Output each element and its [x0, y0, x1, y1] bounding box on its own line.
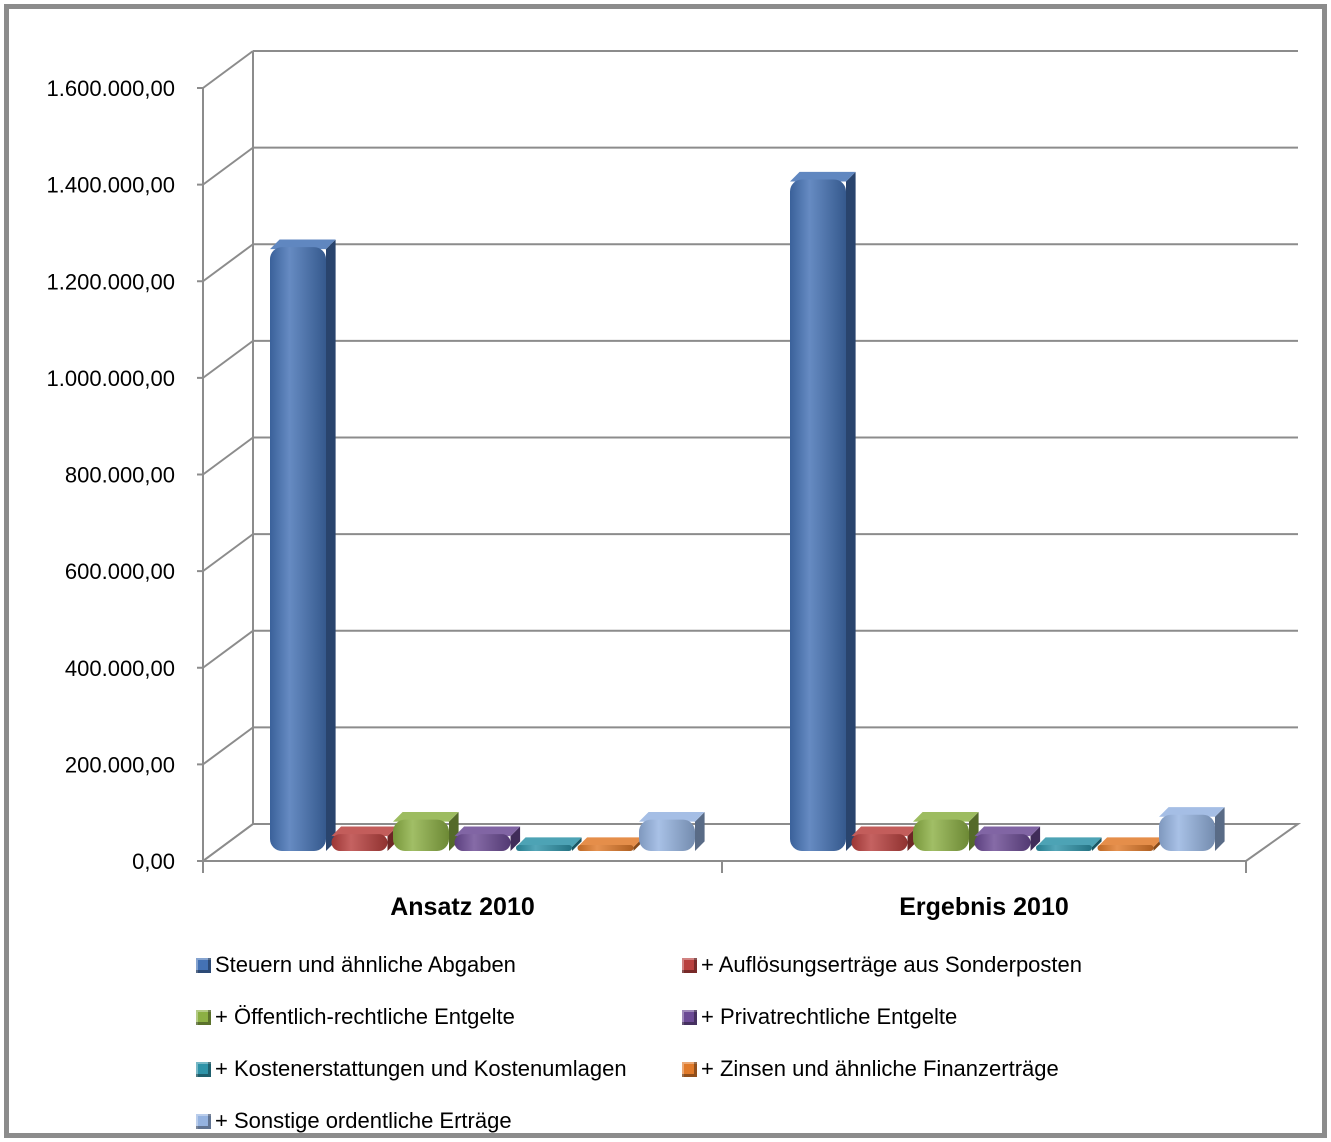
- category-label: Ansatz 2010: [390, 893, 535, 921]
- y-tick-label: 1.000.000,00: [47, 366, 175, 391]
- y-tick-label: 400.000,00: [65, 656, 175, 681]
- legend-item: + Auflösungserträge aus Sonderposten: [682, 952, 1082, 978]
- y-tick-label: 1.600.000,00: [47, 76, 175, 101]
- gridline-diagonal: [202, 629, 254, 669]
- legend-label: + Kostenerstattungen und Kostenumlagen: [215, 1056, 627, 1081]
- bar: [974, 826, 1041, 851]
- bar: [270, 239, 336, 851]
- y-tick-label: 1.200.000,00: [47, 269, 175, 294]
- bar: [393, 811, 459, 851]
- category-label: Ergebnis 2010: [899, 893, 1069, 921]
- legend-item: + Zinsen und ähnliche Finanzerträge: [682, 1056, 1059, 1082]
- bar: [913, 811, 979, 851]
- bar: [516, 837, 582, 851]
- bar: [851, 826, 918, 851]
- legend-label: + Sonstige ordentliche Erträge: [215, 1108, 512, 1133]
- gridline-diagonal: [202, 146, 254, 186]
- gridline-diagonal: [202, 340, 254, 379]
- bar: [1159, 807, 1225, 851]
- y-tick-label: 1.400.000,00: [47, 173, 175, 198]
- chart-plot: 0,00 200.000,00 400.000,00 600.000,00 800.00…: [47, 50, 1302, 921]
- bar: [1036, 837, 1102, 851]
- legend-swatch: [196, 1009, 211, 1025]
- legend-swatch: [196, 1061, 211, 1077]
- bar: [454, 826, 521, 851]
- legend-item: + Öffentlich-rechtliche Entgelte: [196, 1004, 515, 1030]
- gridline-diagonal: [202, 533, 254, 572]
- legend-label: + Zinsen und ähnliche Finanzerträge: [701, 1056, 1059, 1081]
- gridline-diagonal: [202, 50, 254, 89]
- bar: [790, 171, 856, 852]
- legend-swatch: [682, 957, 697, 973]
- legend-label: + Privatrechtliche Entgelte: [701, 1004, 958, 1029]
- legend-swatch: [682, 1009, 697, 1025]
- bar: [639, 811, 705, 851]
- legend-swatch: [682, 1061, 697, 1077]
- y-tick-label: 0,00: [132, 849, 175, 874]
- gridline-diagonal: [202, 243, 254, 283]
- legend-item: + Kostenerstattungen und Kostenumlagen: [196, 1056, 627, 1082]
- legend-label: + Öffentlich-rechtliche Entgelte: [215, 1004, 515, 1029]
- legend-item: + Sonstige ordentliche Erträge: [196, 1108, 512, 1134]
- legend-label: Steuern und ähnliche Abgaben: [215, 952, 516, 977]
- y-tick-label: 600.000,00: [65, 559, 175, 584]
- y-tick-label: 800.000,00: [65, 463, 175, 488]
- legend-label: + Auflösungserträge aus Sonderposten: [701, 952, 1082, 977]
- legend-swatch: [196, 957, 211, 973]
- bar: [331, 826, 398, 851]
- gridline-diagonal: [202, 726, 254, 766]
- bar: [577, 837, 644, 851]
- legend-item: + Privatrechtliche Entgelte: [682, 1004, 957, 1030]
- gridline-diagonal: [202, 436, 254, 476]
- chart-frame: [4, 4, 1327, 1138]
- y-tick-label: 200.000,00: [65, 752, 175, 777]
- legend-swatch: [196, 1113, 211, 1129]
- legend-item: Steuern und ähnliche Abgaben: [196, 952, 516, 978]
- bar: [1097, 837, 1164, 851]
